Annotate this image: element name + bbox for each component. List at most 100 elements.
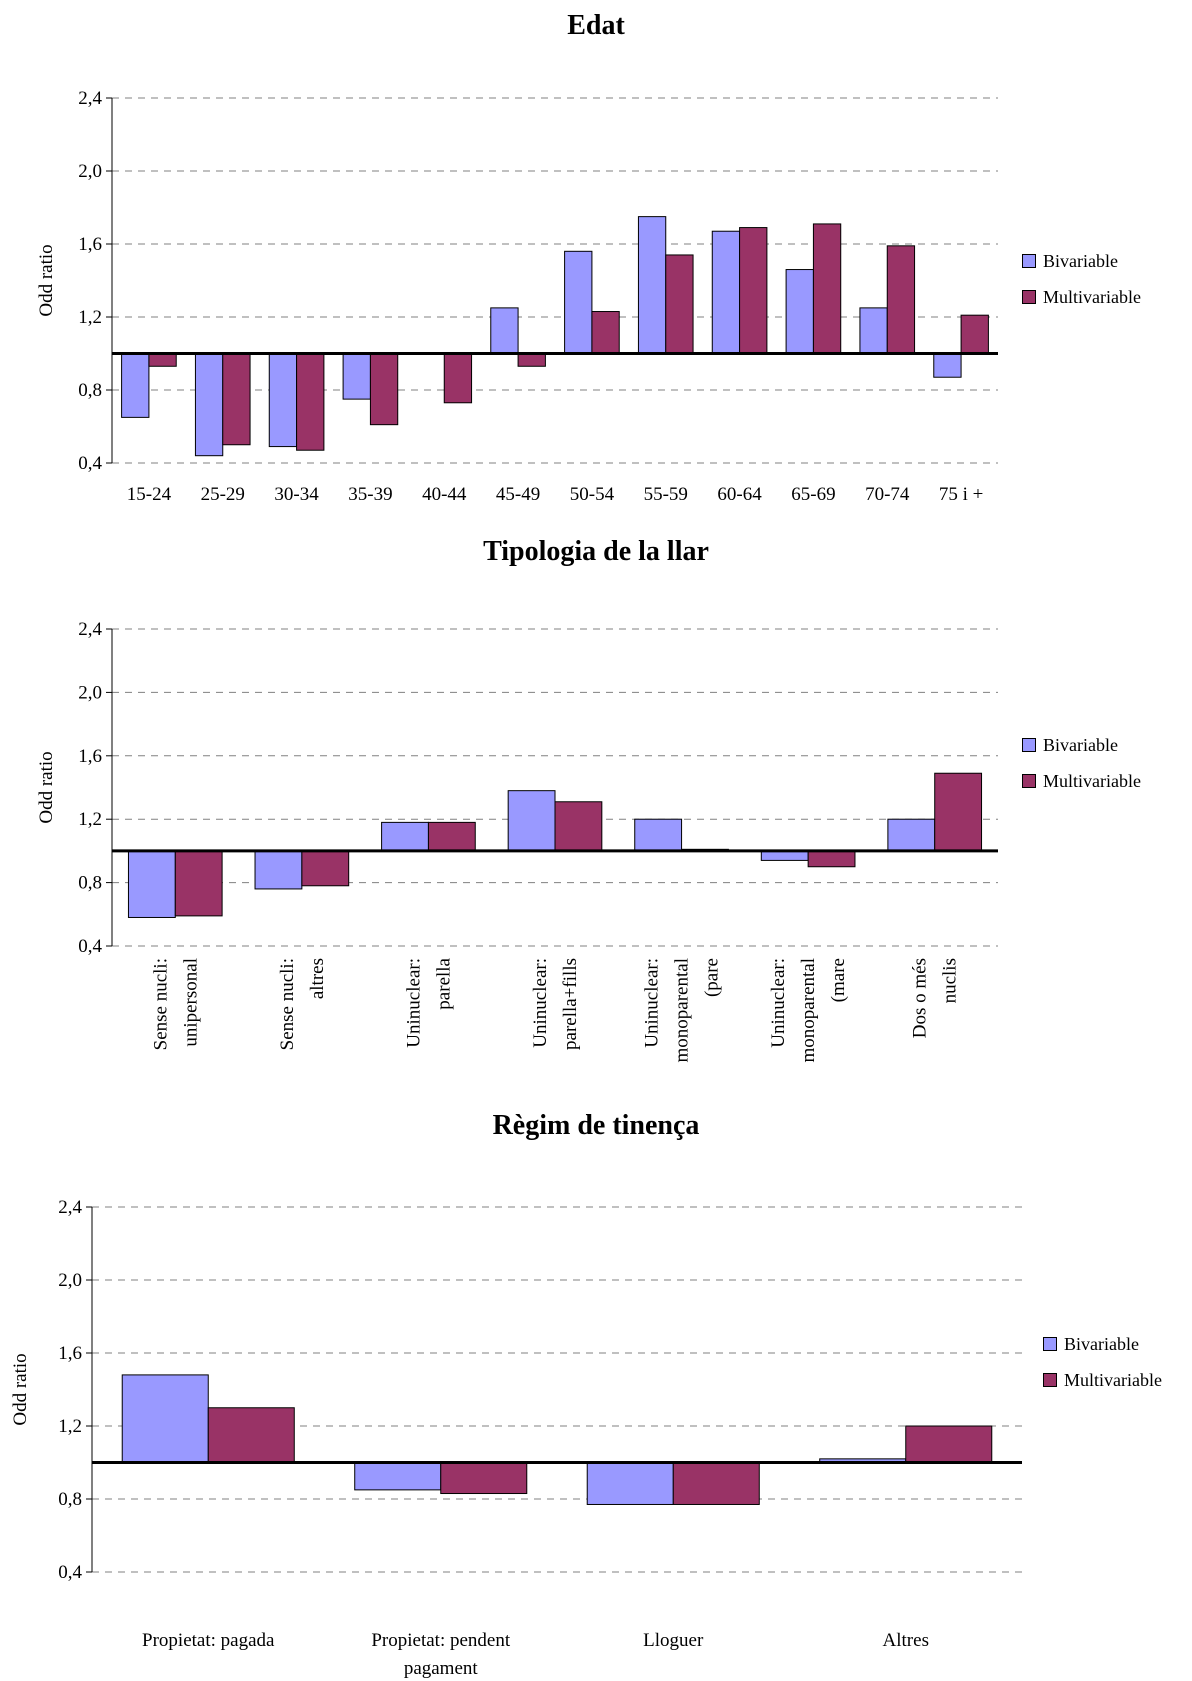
y-tick-label: 2,4 — [58, 1197, 82, 1218]
x-tick-label: Propietat: pagada — [142, 1630, 275, 1651]
y-tick-label: 0,8 — [78, 380, 102, 401]
legend-swatch-bivariable — [1043, 1337, 1057, 1351]
legend-label-bivariable: Bivariable — [1064, 1333, 1139, 1354]
bar-multivariable — [207, 1407, 295, 1463]
y-tick-label: 2,4 — [78, 619, 102, 640]
bar-multivariable — [739, 227, 768, 354]
y-tick-label: 1,2 — [58, 1416, 82, 1437]
chart-title: Règim de tinença — [492, 1110, 700, 1141]
bar-bivariable — [785, 269, 814, 354]
bar-multivariable — [174, 850, 223, 917]
x-tick-label: Uninuclear: — [403, 958, 424, 1048]
bar-bivariable — [127, 850, 176, 918]
x-tick-label: parella — [433, 957, 454, 1009]
x-tick-label: nuclis — [940, 958, 961, 1003]
chart-title: Tipologia de la llar — [483, 536, 709, 567]
legend-item-bivariable: Bivariable — [1022, 250, 1141, 272]
legend-item-bivariable: Bivariable — [1043, 1333, 1162, 1355]
chart-tipologia-legend: Bivariable Multivariable — [1022, 734, 1141, 806]
legend-label-bivariable: Bivariable — [1043, 250, 1118, 271]
chart-edat-plot: 0,4 0,8 1,2 1,6 2,0 2,4 Odd ratio 15-24 25-29 30-… — [36, 88, 998, 505]
bar-multivariable — [934, 772, 983, 852]
x-tick-label: monoparental — [798, 958, 819, 1062]
bar-multivariable — [960, 314, 989, 354]
bar-bivariable — [887, 818, 936, 852]
y-axis-label: Odd ratio — [36, 244, 57, 316]
bar-multivariable — [296, 353, 325, 451]
y-tick-label: 2,4 — [78, 88, 102, 109]
legend-item-multivariable: Multivariable — [1022, 286, 1141, 308]
x-tick-label: Uninuclear: — [768, 958, 789, 1048]
bar-bivariable — [586, 1462, 674, 1505]
x-tick-label: 55-59 — [644, 484, 688, 505]
legend-label-bivariable: Bivariable — [1043, 734, 1118, 755]
x-tick-label: (pare — [702, 958, 723, 997]
chart-tipologia-plot: 0,4 0,8 1,2 1,6 2,0 2,4 Odd ratio Sense nucli: u… — [36, 619, 998, 1062]
legend-swatch-multivariable — [1022, 774, 1036, 788]
bar-multivariable — [905, 1425, 993, 1463]
y-tick-label: 1,2 — [78, 307, 102, 328]
legend-label-multivariable: Multivariable — [1043, 770, 1141, 791]
x-tick-label: 50-54 — [570, 484, 615, 505]
bar-multivariable — [554, 801, 603, 852]
bar-multivariable — [222, 353, 251, 446]
bar-multivariable — [812, 223, 842, 354]
y-tick-label: 2,0 — [78, 682, 102, 703]
x-tick-label: parella+fills — [560, 958, 581, 1050]
legend-label-multivariable: Multivariable — [1064, 1369, 1162, 1390]
bar-multivariable — [886, 245, 916, 354]
y-tick-label: 0,4 — [58, 1562, 82, 1583]
x-tick-label: Uninuclear: — [642, 958, 663, 1048]
x-tick-label: Dos o més — [910, 958, 931, 1038]
bar-bivariable — [354, 1462, 442, 1491]
x-tick-label: 30-34 — [274, 484, 319, 505]
x-tick-label: 70-74 — [865, 484, 910, 505]
x-tick-label: Uninuclear: — [530, 958, 551, 1048]
bar-bivariable — [381, 821, 429, 852]
bar-bivariable — [634, 818, 683, 852]
y-tick-label: 1,6 — [78, 234, 102, 255]
bar-multivariable — [672, 1462, 760, 1505]
legend-swatch-bivariable — [1022, 738, 1036, 752]
bar-bivariable — [859, 307, 888, 354]
y-tick-label: 1,2 — [78, 809, 102, 830]
bar-multivariable — [369, 353, 399, 426]
x-tick-label: 35-39 — [348, 484, 392, 505]
bar-bivariable — [711, 230, 741, 355]
bar-bivariable — [564, 250, 593, 354]
x-tick-label: unipersonal — [180, 958, 201, 1047]
bar-bivariable — [121, 353, 150, 418]
y-tick-label: 0,4 — [78, 453, 102, 474]
y-tick-label: 1,6 — [78, 746, 102, 767]
x-tick-label: Sense nucli: — [150, 958, 171, 1050]
y-tick-label: 2,0 — [78, 161, 102, 182]
y-tick-label: 0,8 — [58, 1489, 82, 1510]
legend-label-multivariable: Multivariable — [1043, 286, 1141, 307]
x-tick-label: 45-49 — [496, 484, 540, 505]
x-tick-label: 60-64 — [717, 484, 762, 505]
x-tick-label: (mare — [828, 958, 849, 1002]
legend-item-multivariable: Multivariable — [1022, 770, 1141, 792]
x-tick-label: 75 i + — [939, 484, 984, 505]
chart-title: Edat — [567, 10, 625, 41]
y-axis-label: Odd ratio — [10, 1353, 31, 1425]
x-tick-label: Altres — [883, 1630, 929, 1651]
bar-multivariable — [427, 821, 476, 852]
x-tick-label: 25-29 — [201, 484, 245, 505]
x-tick-label: 65-69 — [791, 484, 835, 505]
x-tick-label: pagament — [404, 1658, 479, 1679]
y-tick-label: 2,0 — [58, 1270, 82, 1291]
y-tick-label: 1,6 — [58, 1343, 82, 1364]
legend-swatch-multivariable — [1043, 1373, 1057, 1387]
bar-bivariable — [254, 850, 303, 890]
bar-multivariable — [440, 1462, 528, 1495]
x-tick-label: Lloguer — [643, 1630, 704, 1651]
x-tick-label: Propietat: pendent — [371, 1630, 510, 1651]
bar-bivariable — [490, 307, 519, 354]
y-tick-label: 0,8 — [78, 873, 102, 894]
x-tick-label: altres — [307, 958, 328, 999]
bar-multivariable — [665, 254, 694, 354]
chart-edat: Edat 0,4 0,8 1,2 1,6 2,0 2,4 Odd ratio 15-24 25-… — [0, 0, 1192, 520]
